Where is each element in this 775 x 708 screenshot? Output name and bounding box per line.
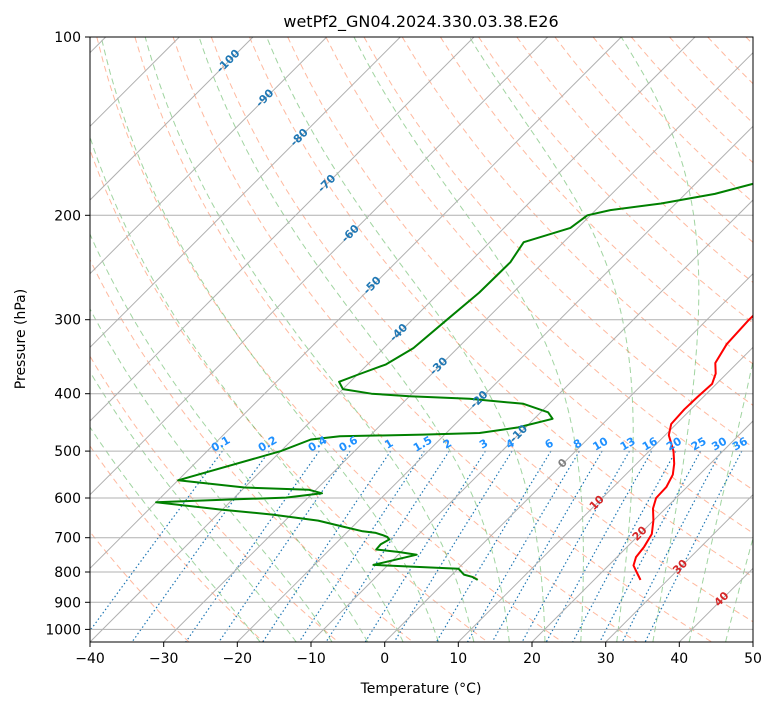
mixing-ratio-line: [491, 450, 603, 642]
moist-adiabat: [90, 308, 333, 642]
dry-adiabat: [90, 148, 488, 642]
x-tick-label: 50: [744, 651, 762, 667]
mixing-ratio-line: [621, 450, 722, 642]
moist-adiabat: [266, 37, 546, 642]
mixing-ratio-line: [644, 450, 743, 642]
isotherm: [163, 51, 753, 642]
sounding-profiles: [155, 182, 753, 581]
isotherm: [384, 272, 753, 642]
x-tick-label: 40: [670, 651, 688, 667]
moist-adiabat: [725, 536, 753, 642]
y-tick-label: 400: [54, 387, 81, 403]
y-tick-label: 100: [54, 30, 81, 46]
isotherm: [605, 493, 753, 642]
x-tick-label: 20: [523, 651, 541, 667]
plot-frame: [89, 36, 754, 643]
moist-adiabat: [90, 135, 404, 642]
y-tick-label: 800: [54, 565, 81, 581]
moist-adiabat: [90, 370, 297, 642]
mixing-ratio-line: [545, 450, 653, 642]
dry-adiabat: [172, 37, 712, 642]
dry-adiabat: [325, 37, 753, 491]
dry-adiabat: [478, 37, 753, 324]
x-axis-label: Temperature (°C): [360, 681, 482, 697]
mixing-ratio-line: [262, 450, 392, 642]
x-tick-label: 30: [597, 651, 615, 667]
mixing-ratio-line: [521, 450, 631, 642]
y-axis-ticks: 100 200 300 400 500 600 700 800 900 1000: [45, 30, 90, 638]
mixing-ratio-line: [185, 450, 320, 642]
y-tick-label: 700: [54, 531, 81, 547]
y-tick-label: 900: [54, 595, 81, 611]
moist-adiabat: [198, 37, 510, 642]
isotherm: [90, 37, 401, 349]
y-tick-label: 1000: [45, 622, 81, 638]
isotherm: [90, 37, 622, 570]
y-tick-label: 300: [54, 313, 81, 329]
moist-adiabat: [688, 358, 753, 642]
plot-area: 0.1 0.2 0.4 0.6 1 1.5 2 3 4 6 8 10 13 16 20 25 30 36-100-…: [90, 37, 753, 642]
mixing-ratio-line: [572, 450, 677, 642]
moist-adiabat: [144, 37, 475, 642]
x-tick-label: 0: [380, 651, 389, 667]
moist-adiabat: [353, 37, 584, 642]
isotherm: [310, 199, 753, 642]
dry-adiabat: [96, 37, 563, 642]
x-tick-label: −10: [296, 651, 326, 667]
isotherm: [90, 37, 328, 275]
pressure-gridlines: [90, 37, 753, 630]
isotherm: [90, 37, 254, 201]
x-tick-label: −30: [149, 651, 179, 667]
x-tick-label: −20: [223, 651, 253, 667]
temperature-profile: [632, 314, 753, 581]
y-tick-label: 500: [54, 444, 81, 460]
dry-adiabat: [134, 37, 638, 642]
x-tick-label: −40: [75, 651, 105, 667]
dewpoint-profile: [155, 182, 753, 581]
isotherm: [457, 346, 753, 642]
x-axis-ticks: −40 −30 −20 −10 0 10 20 30 40 50: [75, 642, 762, 667]
x-tick-label: 10: [449, 651, 467, 667]
y-tick-label: 200: [54, 208, 81, 224]
mixing-ratio-line: [599, 450, 702, 642]
y-axis-label: Pressure (hPa): [13, 289, 29, 389]
isotherm: [90, 37, 475, 422]
mixing-ratio-line: [90, 450, 223, 632]
dry-adiabat: [90, 445, 264, 642]
isotherm: [90, 37, 549, 496]
isotherm: [236, 125, 753, 642]
y-tick-label: 600: [54, 491, 81, 507]
moist-adiabat: [100, 37, 439, 642]
moist-adiabats: [90, 37, 753, 642]
mixing-ratio-line: [298, 450, 425, 642]
moist-adiabat: [90, 426, 261, 642]
dry-adiabat: [249, 37, 753, 578]
dry-adiabat: [210, 37, 753, 623]
isotherm: [90, 37, 696, 642]
isotherm: [531, 420, 753, 642]
moist-adiabat: [620, 37, 700, 642]
dry-adiabat: [439, 37, 753, 365]
chart-title: wetPf2_GN04.2024.330.03.38.E26: [283, 12, 558, 32]
skewed-isotherms: [90, 37, 753, 642]
dry-adiabats: [90, 37, 753, 642]
